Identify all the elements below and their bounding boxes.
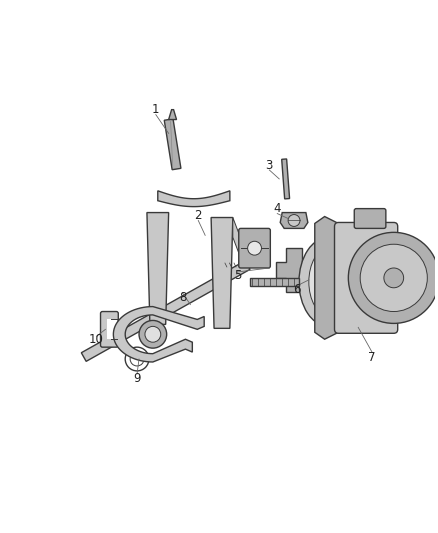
Polygon shape xyxy=(164,119,181,169)
Polygon shape xyxy=(233,217,241,258)
Circle shape xyxy=(145,326,161,342)
Text: 5: 5 xyxy=(234,269,241,282)
Text: 9: 9 xyxy=(133,373,141,385)
Polygon shape xyxy=(276,248,312,292)
Circle shape xyxy=(384,268,404,288)
Circle shape xyxy=(288,215,300,227)
Circle shape xyxy=(360,244,427,311)
FancyBboxPatch shape xyxy=(335,222,398,333)
Text: 1: 1 xyxy=(152,103,159,116)
FancyBboxPatch shape xyxy=(101,311,118,347)
Text: 3: 3 xyxy=(266,159,273,172)
Text: 10: 10 xyxy=(89,333,104,346)
Circle shape xyxy=(139,320,167,348)
Polygon shape xyxy=(81,261,250,361)
Ellipse shape xyxy=(299,237,358,326)
Circle shape xyxy=(348,232,438,324)
Text: 6: 6 xyxy=(293,283,301,296)
Text: 2: 2 xyxy=(194,209,202,222)
Polygon shape xyxy=(113,306,204,362)
Ellipse shape xyxy=(309,248,348,316)
Polygon shape xyxy=(158,191,230,207)
Polygon shape xyxy=(282,159,290,199)
Polygon shape xyxy=(147,213,169,325)
Text: 8: 8 xyxy=(179,291,186,304)
Text: 7: 7 xyxy=(368,351,376,364)
Polygon shape xyxy=(315,216,339,339)
Polygon shape xyxy=(250,278,299,286)
Polygon shape xyxy=(280,213,308,229)
FancyBboxPatch shape xyxy=(107,319,117,339)
Text: 4: 4 xyxy=(273,202,281,215)
Polygon shape xyxy=(169,110,177,119)
FancyBboxPatch shape xyxy=(354,208,386,229)
Polygon shape xyxy=(211,217,233,328)
FancyBboxPatch shape xyxy=(239,229,270,268)
Circle shape xyxy=(247,241,261,255)
